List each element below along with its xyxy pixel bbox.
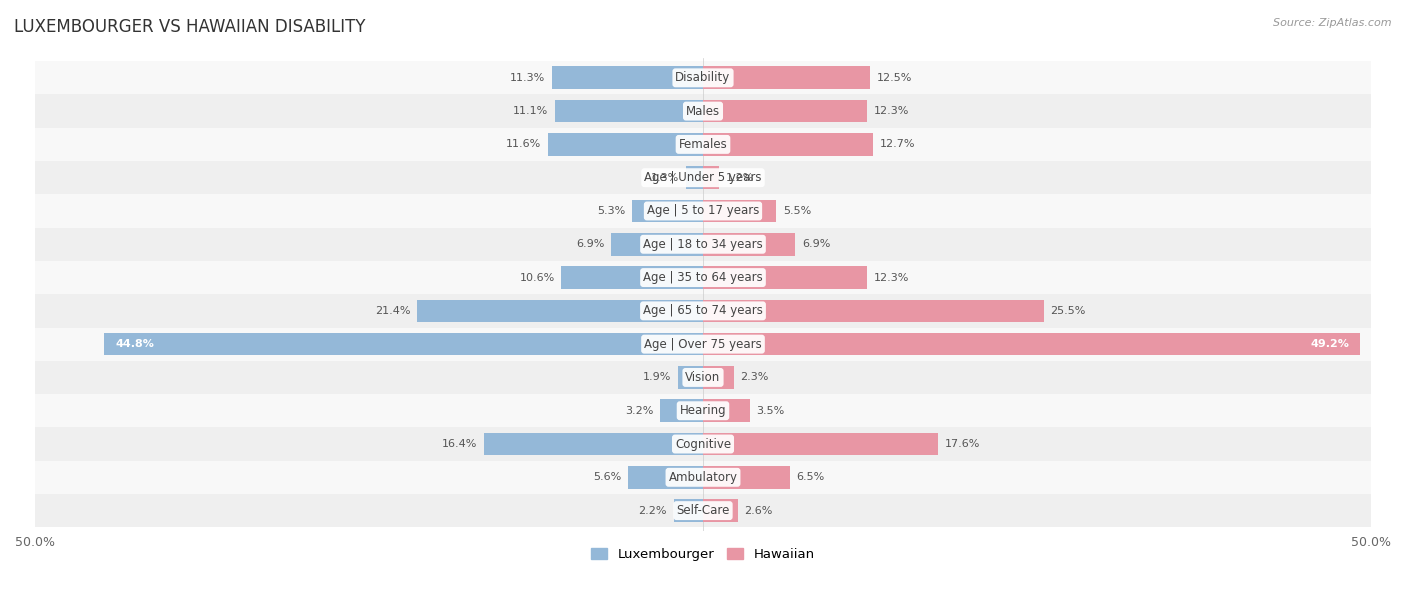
- Bar: [484, 433, 703, 455]
- Bar: [553, 67, 703, 89]
- Text: Age | Over 75 years: Age | Over 75 years: [644, 338, 762, 351]
- Bar: [661, 400, 703, 422]
- Text: 10.6%: 10.6%: [519, 272, 555, 283]
- Legend: Luxembourger, Hawaiian: Luxembourger, Hawaiian: [586, 543, 820, 567]
- Text: Age | Under 5 years: Age | Under 5 years: [644, 171, 762, 184]
- Text: Self-Care: Self-Care: [676, 504, 730, 517]
- Bar: [703, 333, 1361, 356]
- Text: 2.2%: 2.2%: [638, 506, 666, 516]
- Bar: [686, 166, 703, 189]
- Text: Age | 5 to 17 years: Age | 5 to 17 years: [647, 204, 759, 217]
- Bar: [703, 166, 718, 189]
- Text: 6.9%: 6.9%: [576, 239, 605, 249]
- Text: 12.7%: 12.7%: [879, 140, 915, 149]
- Text: Cognitive: Cognitive: [675, 438, 731, 450]
- Bar: [35, 494, 1371, 528]
- Text: 1.9%: 1.9%: [643, 373, 671, 382]
- Text: 3.2%: 3.2%: [626, 406, 654, 416]
- Text: LUXEMBOURGER VS HAWAIIAN DISABILITY: LUXEMBOURGER VS HAWAIIAN DISABILITY: [14, 18, 366, 36]
- Bar: [35, 394, 1371, 427]
- Bar: [703, 233, 796, 256]
- Text: 11.6%: 11.6%: [506, 140, 541, 149]
- Bar: [703, 433, 938, 455]
- Bar: [35, 261, 1371, 294]
- Bar: [703, 200, 776, 222]
- Text: 21.4%: 21.4%: [375, 306, 411, 316]
- Bar: [35, 327, 1371, 361]
- Bar: [703, 466, 790, 488]
- Bar: [35, 94, 1371, 128]
- Bar: [610, 233, 703, 256]
- Bar: [703, 266, 868, 289]
- Bar: [35, 195, 1371, 228]
- Text: 2.6%: 2.6%: [744, 506, 773, 516]
- Text: 5.3%: 5.3%: [598, 206, 626, 216]
- Text: 3.5%: 3.5%: [756, 406, 785, 416]
- Bar: [703, 133, 873, 155]
- Bar: [555, 100, 703, 122]
- Text: 12.3%: 12.3%: [875, 106, 910, 116]
- Text: 16.4%: 16.4%: [441, 439, 477, 449]
- Text: Hearing: Hearing: [679, 405, 727, 417]
- Text: Source: ZipAtlas.com: Source: ZipAtlas.com: [1274, 18, 1392, 28]
- Bar: [35, 361, 1371, 394]
- Text: 12.5%: 12.5%: [877, 73, 912, 83]
- Text: 1.3%: 1.3%: [651, 173, 679, 183]
- Bar: [35, 161, 1371, 195]
- Bar: [703, 499, 738, 522]
- Bar: [104, 333, 703, 356]
- Text: 44.8%: 44.8%: [115, 339, 155, 349]
- Text: Age | 35 to 64 years: Age | 35 to 64 years: [643, 271, 763, 284]
- Bar: [35, 461, 1371, 494]
- Text: 6.9%: 6.9%: [801, 239, 830, 249]
- Bar: [35, 228, 1371, 261]
- Text: 5.5%: 5.5%: [783, 206, 811, 216]
- Bar: [35, 61, 1371, 94]
- Bar: [548, 133, 703, 155]
- Text: 5.6%: 5.6%: [593, 472, 621, 482]
- Text: 17.6%: 17.6%: [945, 439, 980, 449]
- Bar: [35, 128, 1371, 161]
- Bar: [35, 294, 1371, 327]
- Bar: [633, 200, 703, 222]
- Text: 11.3%: 11.3%: [510, 73, 546, 83]
- Bar: [703, 299, 1043, 322]
- Text: 12.3%: 12.3%: [875, 272, 910, 283]
- Text: 25.5%: 25.5%: [1050, 306, 1085, 316]
- Text: 2.3%: 2.3%: [741, 373, 769, 382]
- Bar: [703, 100, 868, 122]
- Text: Vision: Vision: [685, 371, 721, 384]
- Text: 11.1%: 11.1%: [513, 106, 548, 116]
- Text: 49.2%: 49.2%: [1310, 339, 1350, 349]
- Text: 6.5%: 6.5%: [797, 472, 825, 482]
- Bar: [673, 499, 703, 522]
- Text: Age | 65 to 74 years: Age | 65 to 74 years: [643, 304, 763, 318]
- Bar: [418, 299, 703, 322]
- Bar: [703, 67, 870, 89]
- Text: Disability: Disability: [675, 72, 731, 84]
- Bar: [628, 466, 703, 488]
- Text: Males: Males: [686, 105, 720, 118]
- Text: Ambulatory: Ambulatory: [668, 471, 738, 484]
- Bar: [35, 427, 1371, 461]
- Bar: [703, 400, 749, 422]
- Text: 1.2%: 1.2%: [725, 173, 754, 183]
- Bar: [678, 366, 703, 389]
- Bar: [561, 266, 703, 289]
- Bar: [703, 366, 734, 389]
- Text: Females: Females: [679, 138, 727, 151]
- Text: Age | 18 to 34 years: Age | 18 to 34 years: [643, 238, 763, 251]
